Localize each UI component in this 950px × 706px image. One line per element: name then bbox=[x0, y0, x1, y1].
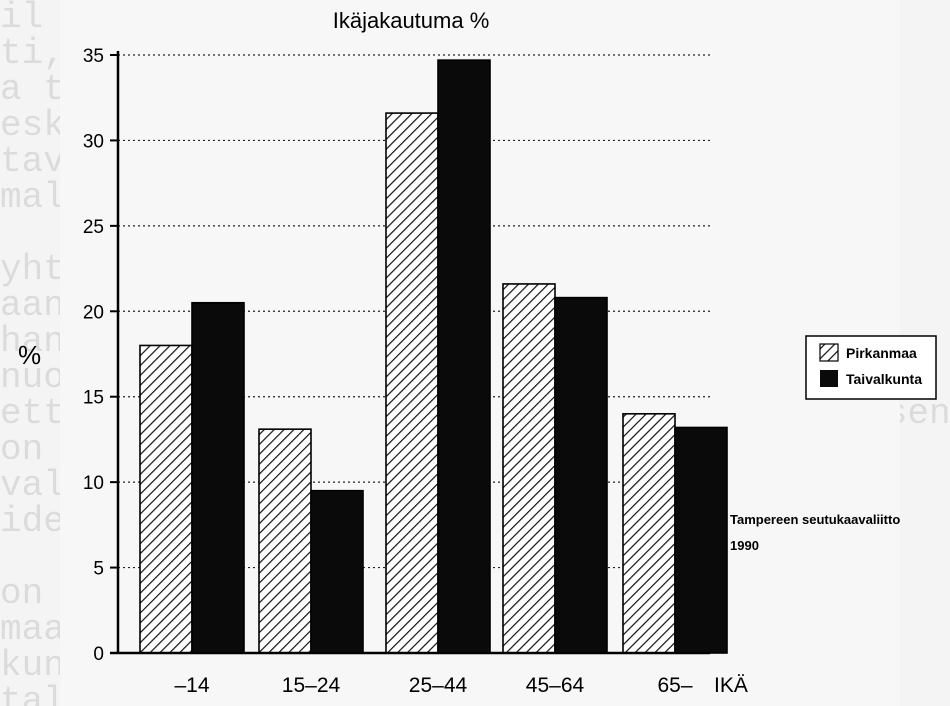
x-category-label: 25–44 bbox=[409, 674, 468, 697]
y-tick-label: 10 bbox=[83, 473, 104, 494]
source-note-line-1: Tampereen seutukaavaliitto bbox=[730, 512, 900, 527]
legend-label-pirkanmaa: Pirkanmaa bbox=[846, 345, 917, 361]
y-tick-label: 25 bbox=[83, 217, 104, 238]
bar-taivalkunta-3 bbox=[554, 296, 608, 654]
y-tick-label: 35 bbox=[83, 46, 104, 67]
bar-taivalkunta-1 bbox=[310, 489, 364, 654]
y-axis-label: % bbox=[18, 340, 41, 370]
x-category-label: 45–64 bbox=[526, 674, 585, 697]
x-category-label: 65– bbox=[657, 674, 692, 697]
bar-pirkanmaa-3 bbox=[502, 283, 556, 654]
legend: Pirkanmaa Taivalkunta bbox=[805, 335, 937, 400]
x-category-label: –14 bbox=[174, 674, 209, 697]
legend-label-taivalkunta: Taivalkunta bbox=[846, 371, 922, 387]
x-category-label: 15–24 bbox=[282, 674, 341, 697]
x-axis-category-labels: –14 15–24 25–44 45–64 65– bbox=[174, 674, 692, 697]
legend-swatch-pirkanmaa bbox=[819, 343, 839, 362]
bars bbox=[139, 59, 728, 654]
x-axis-label: IKÄ bbox=[714, 674, 748, 697]
y-tick-label: 15 bbox=[83, 388, 104, 409]
y-tick-label: 0 bbox=[93, 644, 104, 665]
legend-swatch-taivalkunta bbox=[820, 370, 838, 387]
y-tick-label: 5 bbox=[93, 559, 104, 580]
y-tick-label: 30 bbox=[83, 131, 104, 152]
bar-taivalkunta-4 bbox=[674, 426, 728, 654]
y-tick-label: 20 bbox=[83, 302, 104, 323]
chart-title: Ikäjakautuma % bbox=[333, 8, 490, 33]
bar-pirkanmaa-4 bbox=[622, 412, 676, 654]
bar-pirkanmaa-1 bbox=[258, 428, 312, 654]
bar-taivalkunta-2 bbox=[437, 59, 491, 654]
y-axis-ticks: 0 5 10 15 20 25 30 35 bbox=[83, 46, 118, 665]
bar-taivalkunta-0 bbox=[191, 301, 245, 654]
bar-pirkanmaa-0 bbox=[139, 344, 193, 654]
source-note-line-2: 1990 bbox=[730, 538, 759, 553]
bar-pirkanmaa-2 bbox=[385, 112, 439, 654]
